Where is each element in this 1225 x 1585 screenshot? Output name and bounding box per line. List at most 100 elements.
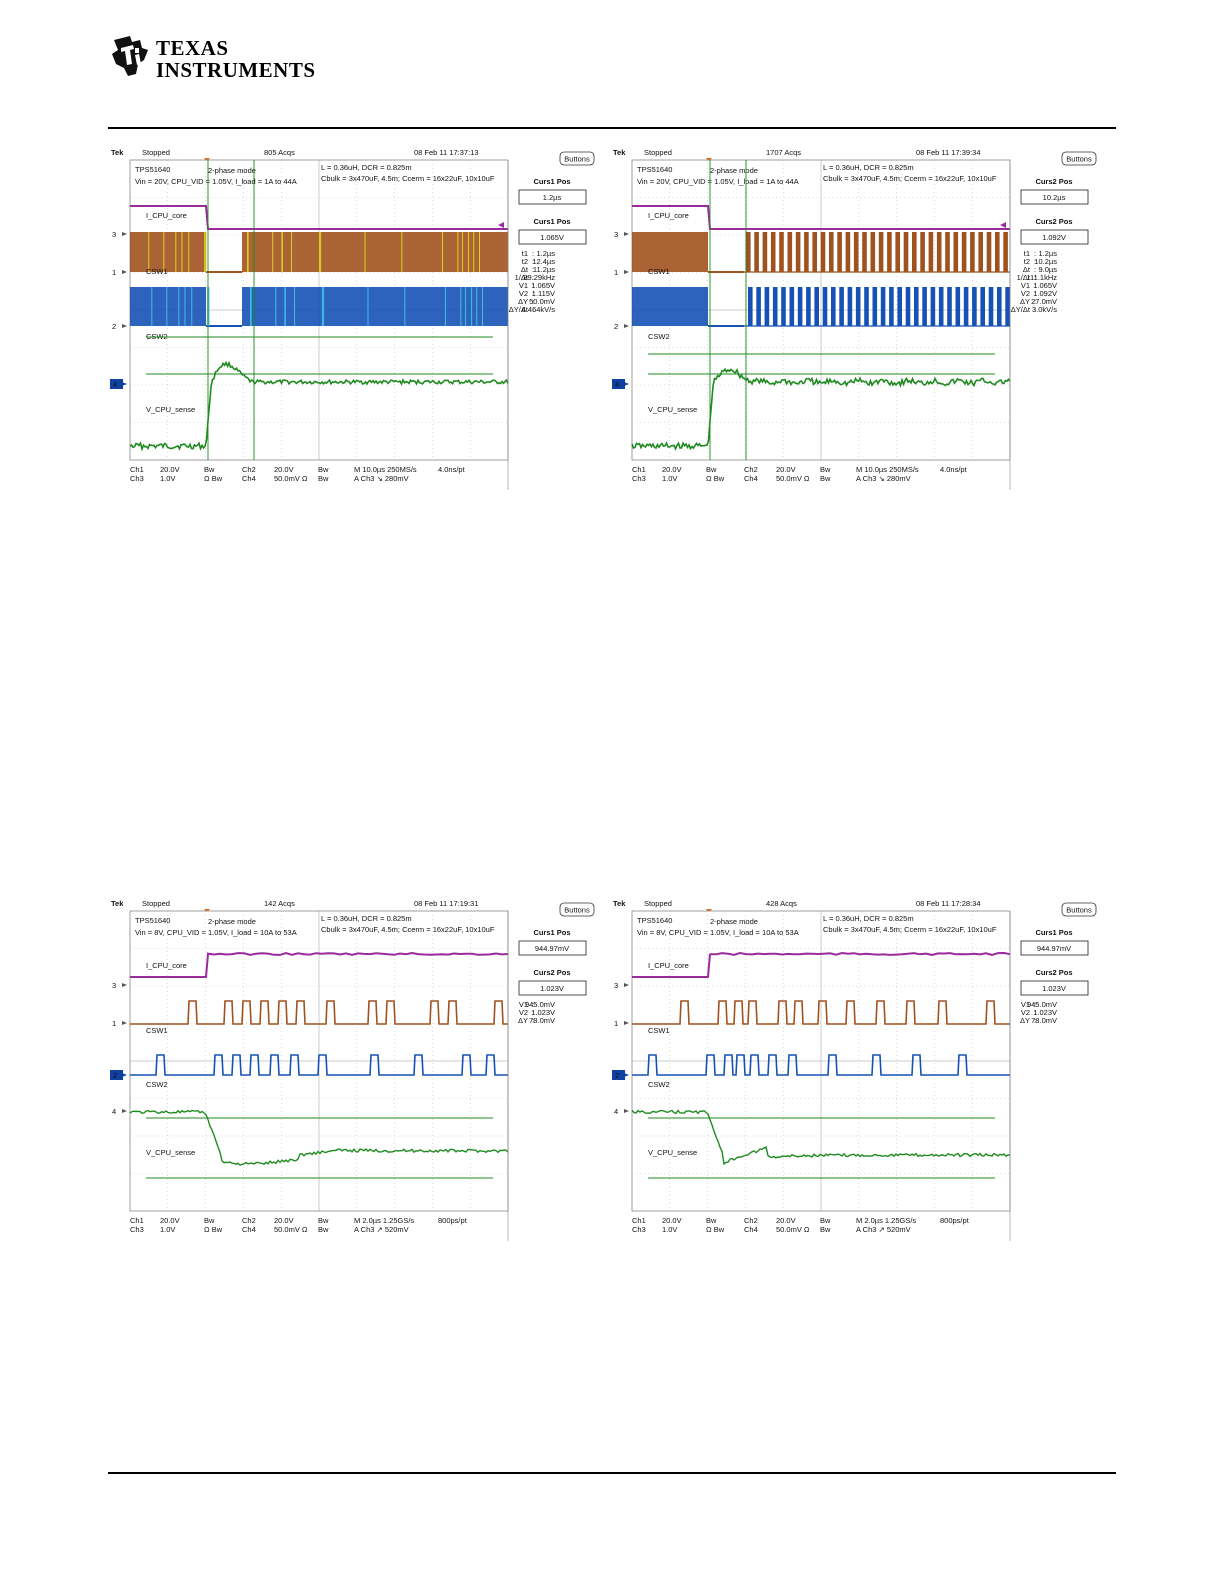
trace-ch2-pulse	[864, 287, 869, 326]
acquisition-count: 428 Acqs	[766, 899, 797, 908]
footer-setting: Ch1	[130, 1216, 144, 1225]
cursor-a-title: Curs2 Pos	[1035, 177, 1072, 186]
channel-arrow-icon	[624, 983, 629, 987]
channel-marker-label: 4	[113, 380, 117, 389]
channel-arrow-icon	[624, 270, 629, 274]
readout-label: ΔY	[1020, 297, 1030, 306]
footer-setting: Ch1	[632, 1216, 646, 1225]
footer-setting: 1.0V	[662, 474, 677, 483]
trace-ch2-pulse	[997, 287, 1002, 326]
cursor-b-value: 1.023V	[1042, 984, 1066, 993]
trace-ch2-pulse	[831, 287, 836, 326]
footer-setting: Ch3	[632, 474, 646, 483]
channel-marker-label: 4	[615, 380, 619, 389]
channel-marker-4	[110, 379, 123, 389]
footer-setting: 800ps/pt	[438, 1216, 468, 1225]
channel-marker-label: 2	[112, 322, 116, 331]
scope-note-device: TPS51640	[637, 916, 672, 925]
scope-note-inductor: L = 0.36uH, DCR = 0.825m	[321, 914, 412, 923]
trace-ch2-switching	[130, 287, 206, 326]
channel-marker-label: 1	[614, 268, 618, 277]
channel-arrow-icon	[122, 983, 127, 987]
footer-setting: Bw	[318, 1225, 329, 1234]
readout-label: ΔY	[518, 297, 528, 306]
trace-ch2-pulse	[872, 287, 878, 326]
footer-setting: Ch2	[744, 465, 758, 474]
cursor-a-title: Curs1 Pos	[533, 177, 570, 186]
trace-ch2-pulse	[955, 287, 961, 326]
readout-value: 1.023V	[1033, 1008, 1057, 1017]
trace-label-csw1: CSW1	[648, 267, 670, 276]
footer-rule	[108, 1472, 1116, 1474]
cursor-a-value: 10.2µs	[1043, 193, 1066, 202]
trace-ch2-pulse	[772, 287, 778, 326]
footer-setting: 1.0V	[160, 474, 175, 483]
readout-value: 1.115V	[532, 289, 555, 298]
logo-line1: Texas	[156, 36, 229, 60]
channel-marker-label: 1	[614, 1019, 618, 1028]
trace-label-vsense: V_CPU_sense	[146, 405, 195, 414]
scope-note-conditions: Vin = 20V, CPU_VID = 1.05V, I_load = 1A …	[637, 177, 799, 186]
footer-setting: M 2.0µs 1.25GS/s	[354, 1216, 414, 1225]
trace-ch1-pulse	[912, 232, 917, 272]
trace-label-csw2: CSW2	[146, 332, 168, 341]
scope-note-capacitors: Cbulk = 3x470uF, 4.5m; Ccerm = 16x22uF, …	[823, 174, 997, 183]
footer-setting: Ch4	[744, 1225, 758, 1234]
acquisition-count: 1707 Acqs	[766, 148, 801, 157]
footer-setting: Ch1	[632, 465, 646, 474]
trace-label-csw2: CSW2	[648, 1080, 670, 1089]
oscilloscope-capture: Tek Stopped 428 Acqs 08 Feb 11 17:28:34 TPS5…	[610, 897, 1100, 1259]
trace-ch4-voltage	[129, 360, 509, 452]
scope-note-capacitors: Cbulk = 3x470uF, 4.5m; Ccerm = 16x22uF, …	[321, 925, 495, 934]
footer-setting: Ch1	[130, 465, 144, 474]
readout-label: V1	[519, 281, 528, 290]
logo-wordmark: Texas Instruments	[156, 38, 316, 81]
oscilloscope-capture: Tek Stopped 805 Acqs 08 Feb 11 17:37:13 TPS5…	[108, 146, 598, 508]
trace-ch3-current	[632, 951, 1011, 978]
trace-ch1-pulse	[762, 232, 768, 272]
cursor-b-title: Curs2 Pos	[533, 968, 570, 977]
footer-setting: A Ch3 ↘ 280mV	[856, 474, 911, 483]
channel-marker-label: 1	[112, 1019, 116, 1028]
trace-label-vsense: V_CPU_sense	[146, 1148, 195, 1157]
footer-setting: A Ch3 ↘ 280mV	[354, 474, 409, 483]
readout-separator: :	[1034, 249, 1036, 258]
readout-separator: :	[1034, 1008, 1036, 1017]
acquisition-count: 805 Acqs	[264, 148, 295, 157]
readout-value: 78.0mV	[1031, 1016, 1057, 1025]
readout-label: t1	[522, 249, 528, 258]
readout-label: V2	[519, 1008, 528, 1017]
acquisition-status: Stopped	[142, 148, 170, 157]
trace-ch2-pulse	[988, 287, 994, 326]
trace-ch2-pulse	[914, 287, 919, 326]
readout-separator: :	[532, 1000, 534, 1009]
readout-separator: :	[1034, 257, 1036, 266]
cursor-a-title: Curs1 Pos	[533, 928, 570, 937]
trace-ch2-pulse	[814, 287, 819, 326]
trace-ch2-pulse	[781, 287, 786, 326]
scope-note-capacitors: Cbulk = 3x470uF, 4.5m; Ccerm = 16x22uF, …	[823, 925, 997, 934]
channel-marker-label: 3	[112, 230, 116, 239]
channel-marker-2	[612, 1070, 625, 1080]
footer-setting: Ch4	[242, 474, 256, 483]
readout-value: 12.4µs	[532, 257, 555, 266]
trace-ch2-pulse	[922, 287, 927, 326]
trace-ch3-current	[632, 205, 1010, 230]
cursor-b-value: 1.092V	[1042, 233, 1066, 242]
acquisition-status: Stopped	[142, 899, 170, 908]
footer-setting: 800ps/pt	[940, 1216, 970, 1225]
trace-ch1-pulse	[1003, 232, 1008, 272]
footer-setting: Ch4	[744, 474, 758, 483]
scope-note-capacitors: Cbulk = 3x470uF, 4.5m; Ccerm = 16x22uF, …	[321, 174, 495, 183]
trace-ch1-pulse	[986, 232, 992, 272]
channel-marker-label: 2	[615, 1071, 619, 1080]
trace-ch2-pulse	[972, 287, 977, 326]
trace-label-csw2: CSW2	[648, 332, 670, 341]
trace-ch1-pulse	[804, 232, 809, 272]
cursor-b-title: Curs2 Pos	[1035, 968, 1072, 977]
trace-ch2-pulse	[748, 287, 753, 326]
trace-ch2-pulse	[897, 287, 902, 326]
channel-marker-label: 2	[614, 322, 618, 331]
footer-setting: A Ch3 ↗ 520mV	[856, 1225, 911, 1234]
channel-arrow-icon	[624, 382, 629, 386]
